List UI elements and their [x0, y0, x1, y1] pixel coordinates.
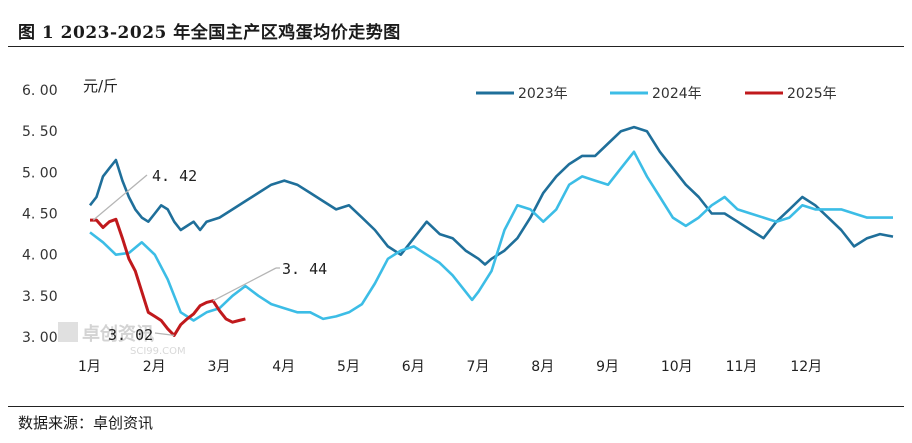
annotation-label: 4. 42 [152, 167, 197, 185]
watermark-text: 卓创资讯 [82, 323, 154, 345]
watermark-sub: SCI99.COM [130, 346, 186, 357]
x-tick-label: 5月 [337, 359, 360, 375]
y-tick-label: 5. 00 [22, 165, 58, 181]
legend: 2023年 2024年 2025年 [476, 86, 837, 102]
series-line-3 [90, 217, 246, 337]
top-rule [8, 46, 904, 47]
x-tick-label: 2月 [143, 359, 166, 375]
y-tick-label: 5. 50 [22, 124, 58, 140]
annotation-leader [92, 174, 148, 221]
legend-label: 2023年 [518, 86, 568, 102]
x-tick-label: 12月 [790, 359, 822, 375]
y-tick-label: 4. 00 [22, 248, 58, 264]
legend-label: 2024年 [652, 86, 702, 102]
y-tick-label: 3. 00 [22, 330, 58, 346]
x-tick-label: 7月 [467, 359, 490, 375]
x-tick-label: 11月 [726, 359, 758, 375]
watermark-logo-icon [58, 322, 78, 342]
price-line-chart: 3. 00 3. 50 4. 00 4. 50 5. 00 5. 50 6. 00 1月 2月… [22, 77, 894, 375]
x-tick-label: 1月 [78, 359, 101, 375]
annotation-leader [212, 267, 277, 302]
x-tick-label: 4月 [272, 359, 295, 375]
series-line-1 [88, 125, 894, 266]
bottom-rule [8, 406, 904, 407]
x-tick-label: 3月 [208, 359, 231, 375]
annotation-label: 3. 44 [282, 260, 327, 278]
legend-label: 2025年 [787, 86, 837, 102]
annotation-label: 3. 02 [108, 326, 153, 344]
series-line-2 [89, 150, 893, 322]
y-tick-label: 4. 50 [22, 207, 58, 223]
y-unit-label: 元/斤 [83, 77, 118, 95]
y-tick-label: 6. 00 [22, 83, 58, 99]
x-tick-label: 8月 [531, 359, 554, 375]
watermark: 卓创资讯 SCI99.COM [58, 322, 186, 357]
x-tick-label: 10月 [661, 359, 693, 375]
x-tick-label: 6月 [402, 359, 425, 375]
annotation-leader [154, 332, 175, 336]
source-note: 数据来源：卓创资讯 [18, 414, 154, 432]
chart-title: 图 1 2023-2025 年全国主产区鸡蛋均价走势图 [18, 23, 401, 43]
y-tick-label: 3. 50 [22, 289, 58, 305]
x-tick-label: 9月 [596, 359, 619, 375]
